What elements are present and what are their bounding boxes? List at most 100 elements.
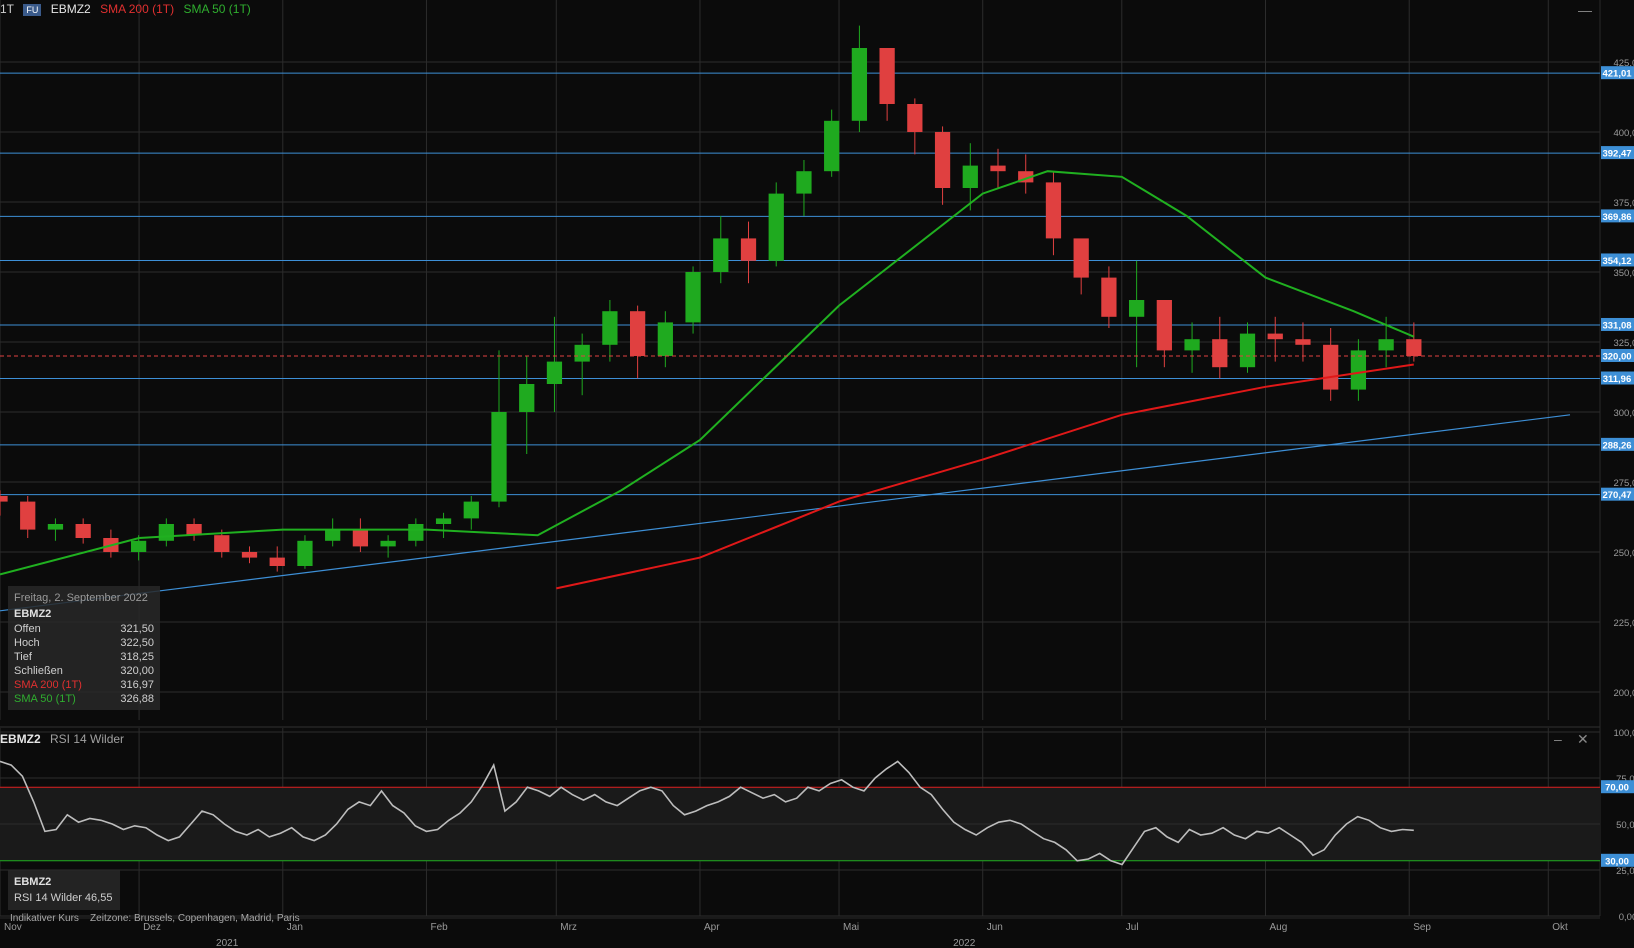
y-tick-label: 425,00	[1613, 58, 1634, 69]
candle-body	[269, 557, 285, 566]
rsi-info-value: RSI 14 Wilder 46,55	[14, 892, 113, 904]
level-label: 331,08	[1602, 320, 1631, 331]
candle-body	[768, 193, 784, 261]
candle-body	[20, 501, 36, 530]
candle-body	[130, 540, 147, 552]
interval-label[interactable]: 1T	[0, 2, 15, 16]
candle-body	[796, 171, 812, 194]
info-rows: Offen 321,50 Hoch 322,50 Tief 318,25 Schließen…	[14, 622, 154, 706]
rsi-level-label: 30,00	[1605, 856, 1629, 867]
candle-body	[1128, 300, 1145, 317]
x-month-label: Dez	[143, 922, 161, 933]
level-label: 392,47	[1602, 149, 1631, 160]
x-month-label: Jan	[287, 922, 303, 933]
info-row-value: 321,50	[120, 623, 154, 635]
info-row-value: 326,88	[120, 693, 154, 705]
y-tick-label: 200,00	[1613, 688, 1634, 699]
sma200-legend[interactable]: SMA 200 (1T)	[100, 2, 175, 16]
candle-body	[214, 535, 230, 552]
rsi-tick-label: 25,00	[1616, 866, 1634, 877]
rsi-minimize-icon[interactable]: –	[1554, 731, 1562, 747]
level-label: 311,96	[1603, 374, 1632, 385]
candle-body	[519, 384, 535, 412]
x-month-label: Okt	[1552, 922, 1568, 933]
info-row-label: Offen	[14, 623, 41, 635]
minimize-icon[interactable]: —	[1578, 2, 1592, 18]
x-year-label: 2022	[953, 938, 976, 948]
y-tick-label: 350,00	[1613, 268, 1634, 279]
candle-body	[1101, 277, 1117, 317]
x-month-label: Apr	[704, 922, 720, 933]
symbol-label[interactable]: EBMZ2	[50, 2, 91, 16]
info-row-label: SMA 200 (1T)	[14, 679, 82, 691]
candle-body	[158, 524, 174, 541]
candle-body	[1406, 339, 1422, 356]
rsi-tick-label: 50,00	[1616, 820, 1634, 831]
price-info-box: Freitag, 2. September 2022 EBMZ2 Offen 32…	[8, 586, 160, 710]
info-row: Hoch 322,50	[14, 636, 154, 650]
level-label: 354,12	[1602, 256, 1631, 267]
info-row-label: Schließen	[14, 665, 63, 677]
x-month-label: Jun	[987, 922, 1003, 933]
level-label-bg	[1601, 253, 1634, 267]
x-month-label: Nov	[4, 922, 22, 933]
candle-body	[325, 529, 341, 541]
level-label: 369,86	[1602, 212, 1631, 223]
x-month-label: Aug	[1270, 922, 1288, 933]
rsi-header: EBMZ2 RSI 14 Wilder	[0, 732, 130, 746]
level-label-bg	[1601, 487, 1634, 501]
x-year-label: 2021	[216, 938, 239, 948]
info-symbol: EBMZ2	[14, 608, 52, 620]
candle-body	[463, 501, 479, 519]
candle-body	[546, 361, 563, 384]
level-label-bg	[1601, 146, 1634, 160]
candle-body	[1212, 339, 1228, 368]
candle-body	[435, 518, 452, 524]
level-label-bg	[1601, 209, 1634, 223]
candle-body	[1323, 344, 1339, 390]
info-row: Schließen 320,00	[14, 664, 154, 678]
candle-body	[962, 165, 978, 188]
candle-body	[1156, 300, 1172, 351]
last-price-label-bg	[1601, 349, 1634, 362]
candle-body	[657, 322, 673, 356]
x-month-label: Jul	[1126, 922, 1139, 933]
sma200-line	[556, 363, 1414, 590]
pane-separator	[0, 726, 1600, 728]
candle-body	[574, 344, 590, 362]
footnote: Indikativer Kurs Zeitzone: Brussels, Cop…	[10, 913, 300, 924]
candle-body	[0, 496, 8, 502]
rsi-name[interactable]: RSI 14 Wilder	[50, 732, 125, 746]
y-tick-label: 375,00	[1613, 198, 1634, 209]
rsi-level-label-bg	[1601, 853, 1634, 867]
x-month-label: Feb	[430, 922, 448, 933]
candle-body	[1045, 182, 1062, 239]
info-row-value: 318,25	[120, 651, 154, 663]
info-row: SMA 200 (1T) 316,97	[14, 678, 154, 692]
chart-header: 1T FU EBMZ2 SMA 200 (1T) SMA 50 (1T)	[0, 2, 257, 16]
candle-body	[1184, 339, 1200, 351]
last-price-label: 320,00	[1602, 352, 1631, 363]
y-tick-label: 275,00	[1613, 478, 1634, 489]
candle-body	[1239, 333, 1256, 368]
candle-body	[740, 238, 757, 261]
candle-body	[408, 524, 424, 541]
y-tick-label: 325,00	[1613, 338, 1634, 349]
candle-body	[879, 48, 895, 104]
info-row-label: SMA 50 (1T)	[14, 693, 76, 705]
sma50-legend[interactable]: SMA 50 (1T)	[183, 2, 251, 16]
rsi-symbol[interactable]: EBMZ2	[0, 732, 41, 746]
y-tick-label: 400,00	[1613, 128, 1634, 139]
candle-body	[1018, 171, 1034, 183]
info-row: SMA 50 (1T) 326,88	[14, 692, 154, 706]
rsi-close-icon[interactable]: ✕	[1577, 731, 1589, 747]
rsi-tick-label: 75,00	[1616, 774, 1634, 785]
candle-body	[47, 524, 64, 530]
info-row-value: 316,97	[120, 679, 154, 691]
timezone-label: Zeitzone: Brussels, Copenhagen, Madrid, …	[90, 913, 300, 924]
info-row-value: 322,50	[120, 637, 154, 649]
candle-body	[824, 120, 840, 172]
candle-body	[685, 272, 701, 323]
candle-body	[934, 132, 951, 188]
